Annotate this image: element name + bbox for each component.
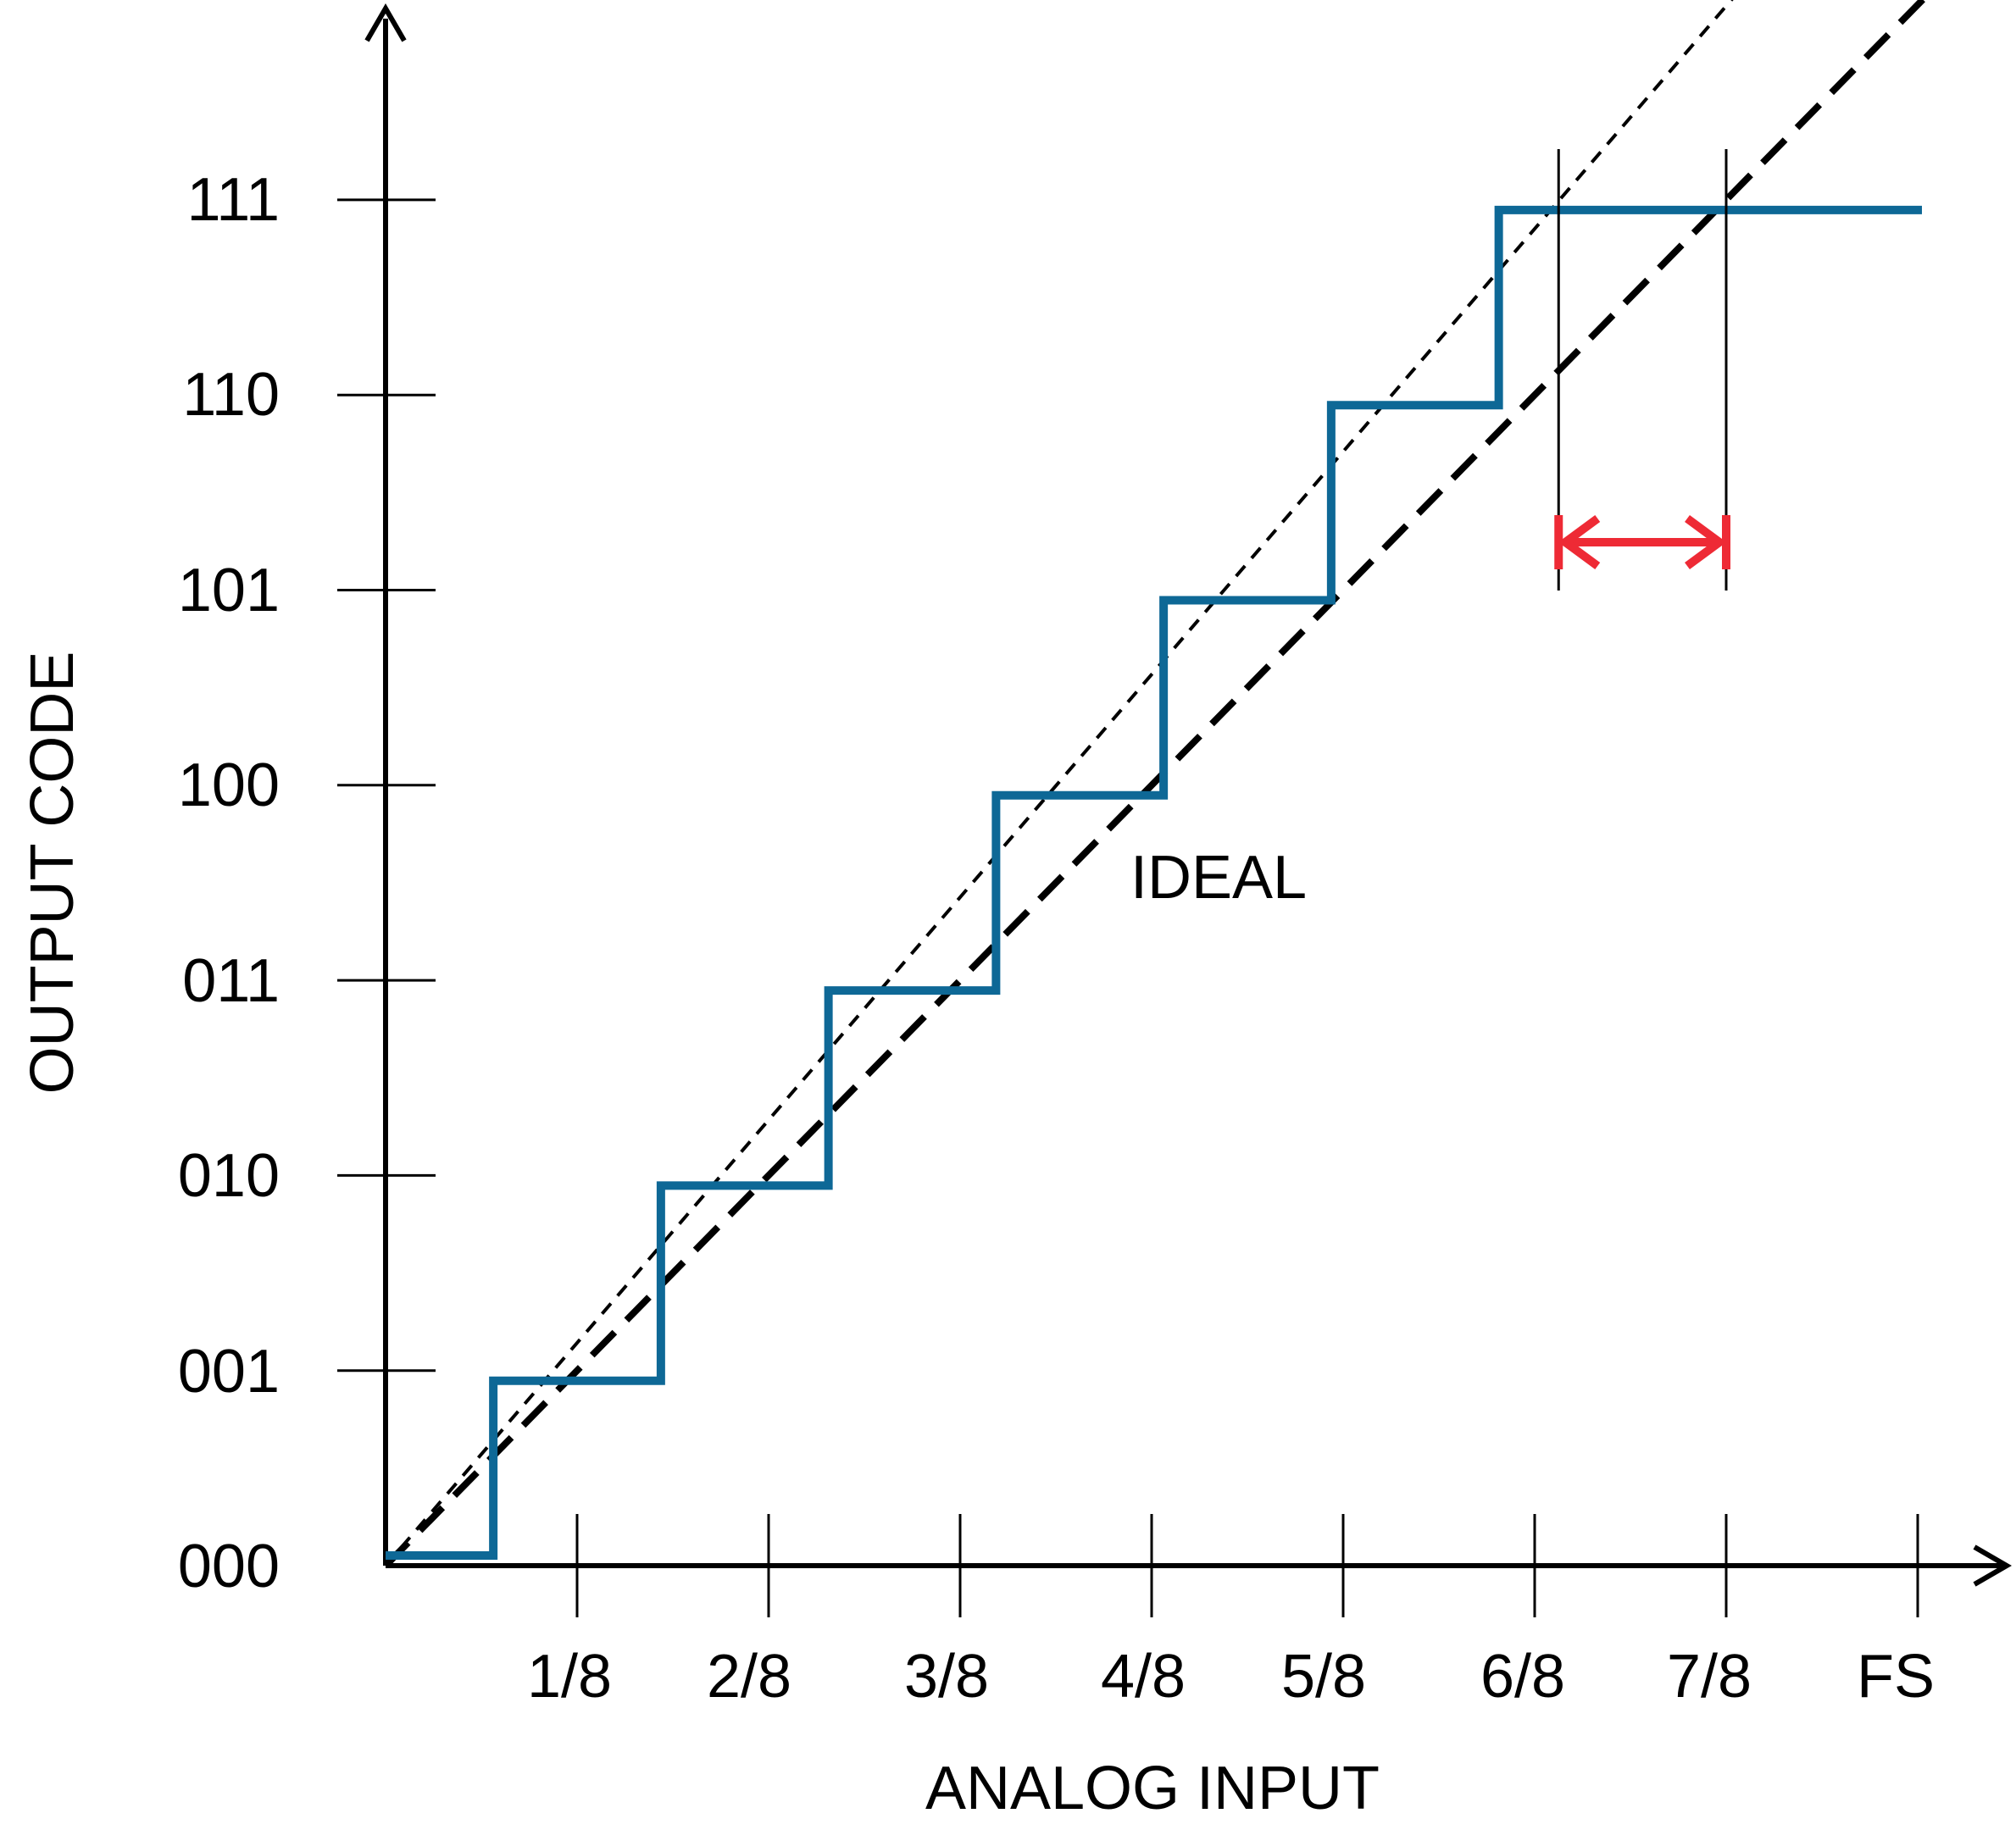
x-tick-label-2-8: 2/8 bbox=[707, 1643, 791, 1711]
y-tick-label-100: 100 bbox=[178, 751, 280, 819]
y-tick-label-101: 101 bbox=[178, 557, 280, 624]
y-tick-label-010: 010 bbox=[178, 1142, 280, 1210]
x-axis-title: ANALOG INPUT bbox=[925, 1755, 1380, 1822]
x-tick-label-6-8: 6/8 bbox=[1480, 1643, 1565, 1711]
y-tick-marks bbox=[337, 198, 436, 1372]
gain-error-arrowhead-left bbox=[1558, 514, 1601, 570]
y-axis-arrowhead bbox=[364, 3, 407, 42]
adc-staircase bbox=[386, 205, 1922, 1560]
x-tick-label-4-8: 4/8 bbox=[1101, 1643, 1186, 1711]
ideal-transfer-line bbox=[386, 0, 1926, 1566]
ideal-label: IDEAL bbox=[1130, 844, 1307, 912]
x-axis-arrowhead bbox=[1973, 1544, 2012, 1587]
y-tick-label-111: 111 bbox=[187, 166, 280, 234]
x-tick-label-7-8: 7/8 bbox=[1667, 1643, 1752, 1711]
x-tick-marks bbox=[575, 1514, 1919, 1617]
x-tick-labels: 1/8 2/8 3/8 4/8 5/8 6/8 7/8 FS bbox=[527, 1643, 1935, 1711]
y-tick-label-001: 001 bbox=[178, 1338, 280, 1406]
y-tick-label-011: 011 bbox=[182, 947, 280, 1015]
x-tick-label-3-8: 3/8 bbox=[904, 1643, 989, 1711]
gain-error-marker bbox=[1554, 149, 1730, 591]
gain-error-arrowhead-right bbox=[1685, 514, 1727, 570]
y-axis-title: OUTPUT CODE bbox=[19, 652, 86, 1095]
axes bbox=[364, 3, 2012, 1587]
x-tick-label-5-8: 5/8 bbox=[1281, 1643, 1366, 1711]
y-tick-labels: 000 001 010 011 100 101 110 111 bbox=[178, 166, 280, 1600]
y-tick-label-000: 000 bbox=[178, 1533, 280, 1600]
y-tick-label-110: 110 bbox=[182, 361, 280, 429]
plot-area bbox=[386, 0, 1926, 1566]
actual-transfer-line bbox=[386, 0, 1734, 1566]
x-tick-label-1-8: 1/8 bbox=[527, 1643, 612, 1711]
x-tick-label-fs: FS bbox=[1857, 1643, 1935, 1711]
